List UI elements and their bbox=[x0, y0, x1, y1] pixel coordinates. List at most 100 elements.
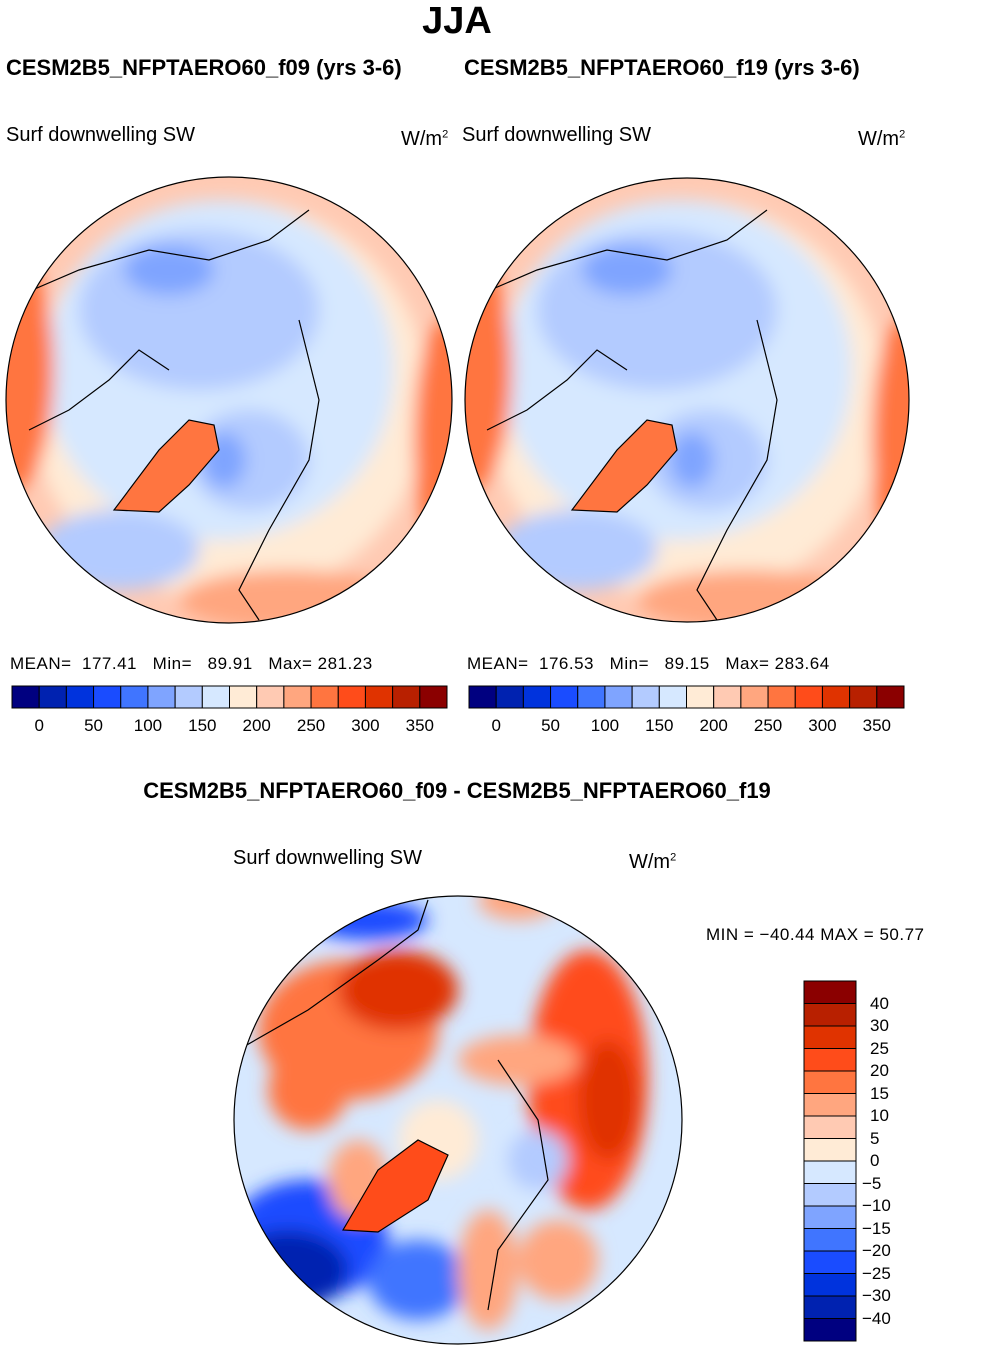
colorbar-tick-label: 250 bbox=[753, 716, 783, 735]
colorbar-box bbox=[803, 1205, 857, 1229]
coastline bbox=[466, 209, 768, 301]
coastline bbox=[486, 349, 628, 431]
colorbar-tick-label: 100 bbox=[590, 716, 620, 735]
colorbar-box bbox=[11, 685, 40, 709]
panel-1-case-title: CESM2B5_NFPTAERO60_f09 (yrs 3-6) bbox=[6, 55, 402, 80]
colorbar-tick-label: −40 bbox=[862, 1308, 891, 1328]
colorbar-tick-label: 30 bbox=[870, 1016, 889, 1035]
field-zone bbox=[234, 1230, 348, 1310]
field-zone bbox=[308, 900, 428, 940]
colorbar-box bbox=[577, 685, 606, 709]
diff-title: CESM2B5_NFPTAERO60_f09 - CESM2B5_NFPTAER… bbox=[143, 778, 771, 803]
colorbar-box bbox=[803, 1048, 857, 1072]
field-zone bbox=[338, 950, 458, 1030]
coastline bbox=[238, 319, 320, 621]
colorbar-diff bbox=[803, 980, 857, 1342]
field-zone bbox=[39, 510, 199, 590]
field-zone bbox=[670, 432, 714, 488]
field-zone bbox=[578, 1040, 638, 1160]
field-zone bbox=[465, 250, 512, 490]
colorbar-tick-label: 40 bbox=[870, 993, 889, 1013]
colorbar-box bbox=[803, 1228, 857, 1252]
colorbar-tick-label: 200 bbox=[242, 716, 271, 735]
colorbar-box bbox=[803, 1160, 857, 1184]
colorbar-box bbox=[631, 685, 660, 709]
colorbar-tick-label: 50 bbox=[541, 716, 561, 735]
field-zone bbox=[124, 245, 214, 295]
colorbar-box bbox=[229, 685, 258, 709]
diff-minmax: MIN = −40.44 MAX = 50.77 bbox=[706, 925, 925, 944]
colorbar-tick-label: 25 bbox=[870, 1038, 889, 1058]
colorbar-tick-label: −25 bbox=[862, 1263, 891, 1283]
field-zone bbox=[414, 320, 452, 560]
colorbar-tick-label: 250 bbox=[296, 716, 326, 735]
colorbar-tick-label: −5 bbox=[862, 1173, 882, 1193]
colorbar-tick-label: −15 bbox=[862, 1218, 891, 1238]
colorbar-tick-label: 150 bbox=[645, 716, 674, 735]
colorbar-box bbox=[550, 685, 579, 709]
colorbar-box bbox=[93, 685, 122, 709]
colorbar-tick-label: 200 bbox=[699, 716, 728, 735]
colorbar-box bbox=[740, 685, 769, 709]
coastline bbox=[28, 349, 170, 431]
colorbar-tick-label: 350 bbox=[862, 716, 891, 735]
field-zone bbox=[518, 1220, 598, 1300]
colorbar-box bbox=[65, 685, 95, 709]
colorbar-box bbox=[364, 685, 394, 709]
colorbar-box bbox=[803, 980, 857, 1004]
colorbar-panel-1 bbox=[11, 685, 448, 709]
colorbar-tick-label: 5 bbox=[870, 1128, 880, 1148]
coastline bbox=[696, 319, 778, 621]
diff-units: W/m2 bbox=[629, 851, 677, 873]
panel-1-variable: Surf downwelling SW bbox=[6, 124, 195, 146]
colorbar-box bbox=[803, 1093, 857, 1117]
colorbar-box bbox=[256, 685, 285, 709]
colorbar-box bbox=[174, 685, 203, 709]
panel-2-case-title: CESM2B5_NFPTAERO60_f19 (yrs 3-6) bbox=[464, 55, 860, 80]
colorbar-box bbox=[201, 685, 230, 709]
field-zone bbox=[872, 320, 909, 560]
field-zone bbox=[179, 570, 399, 623]
colorbar-tick-label: −10 bbox=[862, 1196, 891, 1215]
field-zone bbox=[582, 245, 672, 295]
colorbar-tick-label: 0 bbox=[491, 716, 501, 735]
field-zone bbox=[458, 1035, 578, 1085]
colorbar-tick-label: −20 bbox=[862, 1241, 891, 1260]
colorbar-box bbox=[803, 1273, 857, 1297]
panel-1-units: W/m2 bbox=[401, 128, 449, 150]
colorbar-panel-2 bbox=[468, 685, 905, 709]
colorbar-tick-label: 150 bbox=[188, 716, 217, 735]
colorbar-tick-label: 300 bbox=[808, 716, 837, 735]
panel-2-stats: MEAN= 176.53 Min= 89.15 Max= 283.64 bbox=[467, 654, 830, 673]
colorbar-box bbox=[283, 685, 312, 709]
colorbar-box bbox=[803, 1115, 857, 1139]
colorbar-tick-label: 0 bbox=[870, 1151, 880, 1170]
colorbar-box bbox=[821, 685, 851, 709]
map-diff bbox=[234, 896, 682, 1344]
field-zone bbox=[458, 1210, 518, 1330]
field-zone bbox=[368, 1240, 468, 1320]
colorbar-box bbox=[767, 685, 796, 709]
coastline bbox=[237, 899, 429, 1051]
colorbar-box bbox=[876, 685, 905, 709]
colorbar-box bbox=[803, 1025, 857, 1049]
colorbar-box bbox=[392, 685, 421, 709]
figure-title: JJA bbox=[422, 0, 492, 42]
field-zone bbox=[508, 1130, 568, 1190]
colorbar-tick-label: 350 bbox=[405, 716, 434, 735]
colorbar-box bbox=[604, 685, 633, 709]
panel-1-stats: MEAN= 177.41 Min= 89.91 Max= 281.23 bbox=[10, 654, 373, 673]
greenland bbox=[341, 1139, 449, 1233]
colorbar-box bbox=[658, 685, 687, 709]
greenland bbox=[112, 419, 220, 513]
field-zone bbox=[6, 250, 54, 490]
colorbar-box bbox=[310, 685, 339, 709]
colorbar-box bbox=[495, 685, 524, 709]
field-zone bbox=[268, 1050, 348, 1130]
colorbar-box bbox=[38, 685, 67, 709]
map-panel-1 bbox=[6, 177, 452, 623]
colorbar-box bbox=[803, 1003, 857, 1027]
diff-variable: Surf downwelling SW bbox=[233, 847, 422, 869]
